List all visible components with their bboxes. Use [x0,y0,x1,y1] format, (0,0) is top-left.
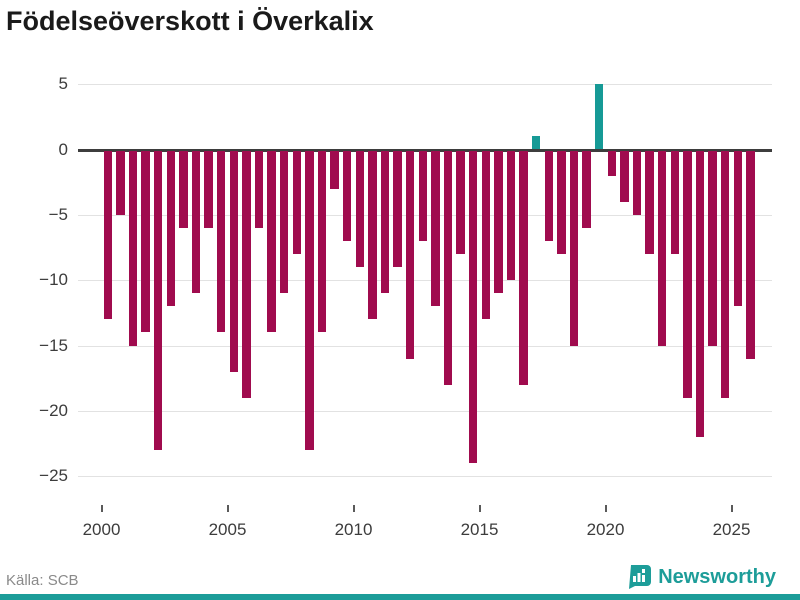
bar-2023-H1[interactable] [683,151,692,398]
bar-2022-H1[interactable] [657,151,667,346]
chart-title: Födelseöverskott i Överkalix [6,6,374,36]
bar-2000-H2[interactable] [116,151,125,215]
bar-2009-H2[interactable] [342,151,352,241]
gridline-y--15 [78,345,772,347]
x-axis-label-2020: 2020 [586,520,625,539]
x-axis-label-2000: 2000 [82,520,121,539]
bar-2010-H2[interactable] [368,151,377,320]
bar-2020-H1[interactable] [607,151,617,176]
bar-2011-H2[interactable] [393,151,402,268]
y-axis-label-5: 5 [58,74,68,94]
bar-2018-H1[interactable] [557,151,566,255]
bar-2019-H1[interactable] [582,151,591,228]
gridline-y--20 [78,410,772,412]
x-axis-tick-2010 [352,505,355,512]
bar-2017-H1[interactable] [531,136,541,150]
bar-2016-H1[interactable] [506,151,516,281]
y-axis-label-0: 0 [58,139,68,159]
bar-2024-H2[interactable] [720,151,730,398]
bar-2012-H1[interactable] [405,151,415,359]
bar-2003-H2[interactable] [191,151,201,294]
x-axis-tick-2020 [604,505,607,512]
x-axis-tick-2025 [730,505,733,512]
bar-chart-plot-area: 5 0 −5 −10 −15 −20 −25 2000 2005 2010 2015 2020 2025 [39,74,772,539]
bar-2016-H2[interactable] [519,151,528,385]
bar-2001-H1[interactable] [128,151,138,346]
bar-2005-H2[interactable] [242,151,251,398]
y-axis-label--5: −5 [48,204,68,224]
bar-2002-H2[interactable] [166,151,176,307]
bar-2015-H2[interactable] [494,151,503,294]
bar-2012-H2[interactable] [418,151,428,241]
x-axis-label-2005: 2005 [208,520,247,539]
bar-2017-H2[interactable] [544,151,554,241]
x-axis-tick-2000 [100,505,103,512]
bar-2007-H2[interactable] [292,151,302,255]
bar-2018-H2[interactable] [569,151,579,346]
bar-2021-H1[interactable] [632,151,642,215]
bar-2025-H1[interactable] [733,151,743,307]
bar-2023-H2[interactable] [695,151,705,438]
bar-2019-H2[interactable] [594,84,604,150]
bar-2021-H2[interactable] [645,151,654,255]
bar-2006-H1[interactable] [254,151,264,228]
newsworthy-wordmark: Newsworthy [658,565,776,588]
bar-2025-H2[interactable] [746,151,755,359]
newsworthy-bubble-chart-icon [627,565,652,589]
bar-2000-H1[interactable] [103,151,113,320]
bar-2007-H1[interactable] [279,151,289,294]
bar-2015-H1[interactable] [481,151,491,320]
newsworthy-logo[interactable]: Newsworthy [627,565,776,589]
x-axis-label-2025: 2025 [712,520,751,539]
source-label: Källa: SCB [6,572,79,589]
x-axis-label-2010: 2010 [334,520,373,539]
bar-2008-H2[interactable] [317,151,327,333]
bar-2010-H1[interactable] [355,151,365,268]
bar-2024-H1[interactable] [708,151,717,346]
bar-2013-H1[interactable] [431,151,440,307]
x-axis-label-2015: 2015 [460,520,499,539]
bar-2005-H1[interactable] [229,151,239,372]
bar-2003-H1[interactable] [179,151,188,228]
x-axis-tick-2005 [226,505,229,512]
y-axis-label--20: −20 [39,400,68,420]
y-axis-label--15: −15 [39,335,68,355]
zero-line [78,148,772,152]
bar-2020-H2[interactable] [620,151,629,202]
gridline-y-5 [78,84,772,86]
bar-2014-H1[interactable] [456,151,465,255]
gridline-y--25 [78,476,772,478]
bar-2001-H2[interactable] [141,151,150,333]
bar-2006-H2[interactable] [267,151,276,333]
y-axis-label--10: −10 [39,270,68,290]
brand-accent-stripe [0,594,800,600]
bar-2022-H2[interactable] [670,151,680,255]
bar-2004-H1[interactable] [204,151,213,228]
bar-2014-H2[interactable] [468,151,478,464]
bar-2002-H1[interactable] [153,151,163,451]
gridline-y--10 [78,280,772,282]
bar-2013-H2[interactable] [443,151,453,385]
bar-2008-H1[interactable] [305,151,314,451]
bar-2011-H1[interactable] [380,151,390,294]
bar-2009-H1[interactable] [330,151,339,189]
x-axis-tick-2015 [478,505,481,512]
bar-2004-H2[interactable] [216,151,226,333]
y-axis-label--25: −25 [39,466,68,486]
